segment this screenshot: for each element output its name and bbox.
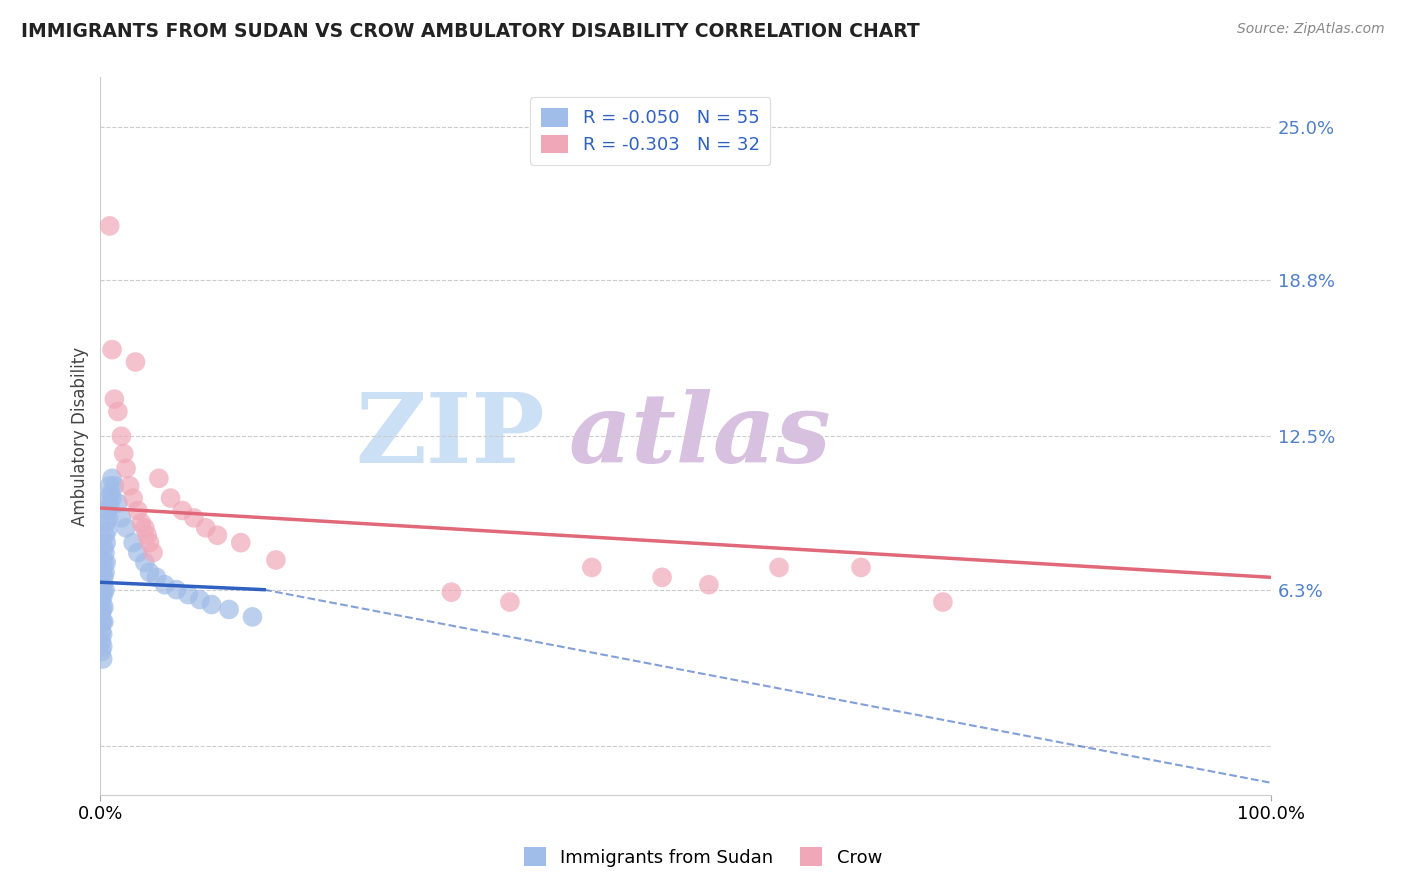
Point (93, 615, 115, 629)
Point (131, 516, 153, 530)
Point (91, 578, 114, 592)
Point (101, 343, 124, 357)
Point (697, 578, 720, 592)
Point (115, 521, 138, 535)
Point (142, 545, 165, 559)
Point (90, 585, 112, 599)
Point (96, 503, 118, 517)
Point (136, 528, 159, 542)
Point (91, 652, 114, 666)
Point (138, 535, 160, 549)
Point (101, 491, 124, 505)
Point (91, 602, 114, 616)
Point (115, 461, 138, 475)
Point (90, 570, 112, 584)
Point (97, 511, 120, 525)
Point (229, 535, 252, 549)
Point (90, 615, 112, 629)
Point (134, 521, 156, 535)
Point (91, 627, 114, 641)
Point (134, 556, 156, 570)
Point (165, 582, 187, 597)
Point (93, 585, 115, 599)
Point (103, 392, 125, 406)
Point (96, 516, 118, 530)
Point (177, 588, 200, 602)
Point (101, 471, 124, 485)
Point (98, 499, 121, 513)
Point (107, 496, 129, 510)
Point (172, 503, 194, 517)
Point (91, 640, 114, 654)
Point (207, 528, 229, 542)
Text: IMMIGRANTS FROM SUDAN VS CROW AMBULATORY DISABILITY CORRELATION CHART: IMMIGRANTS FROM SUDAN VS CROW AMBULATORY… (21, 22, 920, 41)
Point (110, 511, 132, 525)
Point (90, 644, 112, 658)
Point (93, 570, 115, 584)
Point (94, 582, 117, 597)
Point (90, 605, 112, 619)
Point (499, 595, 522, 609)
Point (100, 486, 122, 500)
Legend: R = -0.050   N = 55, R = -0.303   N = 32: R = -0.050 N = 55, R = -0.303 N = 32 (530, 97, 770, 165)
Point (581, 560, 603, 574)
Point (183, 511, 205, 525)
Point (112, 446, 135, 460)
Point (122, 535, 145, 549)
Point (93, 541, 115, 555)
Point (153, 578, 176, 592)
Point (110, 429, 132, 443)
Point (440, 585, 463, 599)
Point (107, 404, 129, 418)
Point (98, 479, 121, 493)
Point (194, 521, 217, 535)
Point (96, 523, 118, 537)
Point (127, 503, 149, 517)
Point (98, 219, 121, 233)
Point (90, 624, 112, 639)
Point (90, 634, 112, 648)
Point (138, 566, 160, 580)
Text: atlas: atlas (568, 389, 831, 483)
Point (932, 595, 955, 609)
Point (93, 556, 115, 570)
Point (96, 535, 118, 549)
Text: ZIP: ZIP (356, 389, 546, 483)
Point (124, 355, 146, 369)
Point (768, 560, 790, 574)
Point (96, 556, 118, 570)
Point (122, 491, 145, 505)
Point (91, 566, 114, 580)
Point (90, 595, 112, 609)
Point (145, 570, 167, 584)
Point (94, 545, 117, 559)
Point (264, 553, 287, 567)
Point (93, 599, 115, 614)
Point (91, 590, 114, 604)
Text: Source: ZipAtlas.com: Source: ZipAtlas.com (1237, 22, 1385, 37)
Point (103, 479, 125, 493)
Point (97, 491, 120, 505)
Point (849, 560, 872, 574)
Point (94, 528, 117, 542)
Point (127, 545, 149, 559)
Y-axis label: Ambulatory Disability: Ambulatory Disability (72, 347, 89, 525)
Point (91, 615, 114, 629)
Point (91, 553, 114, 567)
Point (159, 491, 181, 505)
Point (651, 570, 673, 584)
Point (94, 566, 117, 580)
Legend: Immigrants from Sudan, Crow: Immigrants from Sudan, Crow (517, 840, 889, 874)
Point (200, 598, 222, 612)
Point (118, 479, 141, 493)
Point (218, 602, 240, 616)
Point (188, 592, 211, 607)
Point (148, 471, 170, 485)
Point (242, 610, 264, 624)
